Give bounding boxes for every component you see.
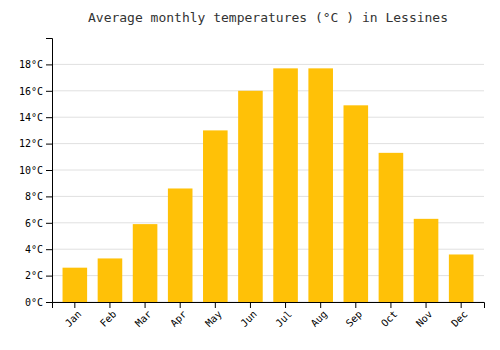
x-tick: Jul xyxy=(273,302,294,329)
x-tick-label: Dec xyxy=(449,308,470,329)
bar xyxy=(98,258,123,302)
y-tick-mark xyxy=(46,249,52,250)
x-tick-mark xyxy=(426,302,427,308)
bar xyxy=(308,68,333,302)
x-tick-mark xyxy=(109,302,110,308)
y-axis: 0°C 2°C 4°C 6°C 8°C 10°C 12°C 14°C 16°C 18°C xyxy=(19,39,53,308)
x-tick-mark xyxy=(215,302,216,308)
x-tick-mark xyxy=(180,302,181,308)
x-tick: Feb xyxy=(98,302,119,329)
x-tick-label: Oct xyxy=(379,308,400,329)
y-tick-mark xyxy=(46,302,52,303)
grid-line xyxy=(52,170,484,171)
x-tick-label: Sep xyxy=(344,308,365,329)
y-tick: 14°C xyxy=(19,112,52,123)
x-tick-label: Feb xyxy=(98,308,119,329)
bar xyxy=(63,268,88,302)
grid-line xyxy=(52,117,484,118)
bar xyxy=(273,68,298,302)
plot: 0°C 2°C 4°C 6°C 8°C 10°C 12°C 14°C 16°C 18°C Jan Fe… xyxy=(19,39,485,329)
y-tick-label: 14°C xyxy=(19,112,43,123)
y-tick: 8°C xyxy=(25,191,52,202)
x-tick: Nov xyxy=(414,302,435,329)
y-tick-label: 0°C xyxy=(25,297,43,308)
grid-line xyxy=(52,90,484,91)
y-tick-label: 4°C xyxy=(25,244,43,255)
x-tick: Oct xyxy=(379,302,400,329)
x-tick: Dec xyxy=(449,302,470,329)
x-tick-label: Mar xyxy=(133,308,154,329)
y-tick-mark xyxy=(46,170,52,171)
bar xyxy=(379,153,404,302)
y-tick-label: 2°C xyxy=(25,270,43,281)
bar xyxy=(344,105,369,302)
y-tick-label: 18°C xyxy=(19,59,43,70)
bar xyxy=(414,219,439,302)
y-tick: 12°C xyxy=(19,138,52,149)
y-tick: 2°C xyxy=(25,270,52,281)
x-tick-mark xyxy=(320,302,321,308)
x-tick-label: Aug xyxy=(309,308,330,329)
y-tick: 6°C xyxy=(25,218,52,229)
x-tick-mark xyxy=(285,302,286,308)
y-tick: 0°C xyxy=(25,297,52,308)
y-tick-mark xyxy=(46,64,52,65)
x-tick: Jun xyxy=(238,302,259,329)
x-axis-line xyxy=(53,303,485,309)
x-tick-label: May xyxy=(203,308,224,329)
x-tick: Sep xyxy=(344,302,365,329)
chart: 0°C 2°C 4°C 6°C 8°C 10°C 12°C 14°C 16°C 18°C Jan Fe… xyxy=(0,0,500,350)
y-tick: 18°C xyxy=(19,59,52,70)
x-tick-mark xyxy=(355,302,356,308)
x-tick-label: Jul xyxy=(273,308,294,329)
y-tick: 4°C xyxy=(25,244,52,255)
y-tick: 10°C xyxy=(19,165,52,176)
y-tick-label: 10°C xyxy=(19,165,43,176)
y-tick-label: 8°C xyxy=(25,191,43,202)
grid-line xyxy=(52,196,484,197)
x-tick-mark xyxy=(74,302,75,308)
y-tick-label: 6°C xyxy=(25,218,43,229)
y-tick-mark xyxy=(46,144,52,145)
bar xyxy=(133,224,158,302)
x-tick-label: Jan xyxy=(63,308,84,329)
x-tick: May xyxy=(203,302,224,329)
title: Average monthly temperatures (°C ) in Le… xyxy=(88,10,448,25)
bar xyxy=(238,91,263,302)
x-tick: Jan xyxy=(63,302,84,329)
y-tick-mark xyxy=(46,276,52,277)
x-tick-label: Jun xyxy=(238,308,259,329)
bar xyxy=(203,130,228,302)
y-tick-label: 12°C xyxy=(19,138,43,149)
grid-line xyxy=(52,64,484,65)
x-tick: Aug xyxy=(309,302,330,329)
y-tick: 16°C xyxy=(19,86,52,97)
x-tick: Mar xyxy=(133,302,154,329)
x-tick-label: Apr xyxy=(168,308,189,329)
x-tick-label: Nov xyxy=(414,308,435,329)
x-tick: Apr xyxy=(168,302,189,329)
x-tick-mark xyxy=(145,302,146,308)
y-tick-mark xyxy=(46,91,52,92)
y-axis-line xyxy=(46,39,53,303)
x-tick-mark xyxy=(461,302,462,308)
bars xyxy=(63,68,474,302)
bar xyxy=(168,188,193,302)
bar xyxy=(449,254,474,302)
y-tick-mark xyxy=(46,196,52,197)
x-axis: Jan Feb Mar Apr May Jun Jul Aug Sep Oct Nov Dec xyxy=(53,302,485,329)
grid-line xyxy=(52,143,484,144)
y-tick-mark xyxy=(46,117,52,118)
x-tick-mark xyxy=(250,302,251,308)
y-tick-mark xyxy=(46,223,52,224)
y-tick-label: 16°C xyxy=(19,86,43,97)
grid xyxy=(52,64,484,302)
x-tick-mark xyxy=(390,302,391,308)
